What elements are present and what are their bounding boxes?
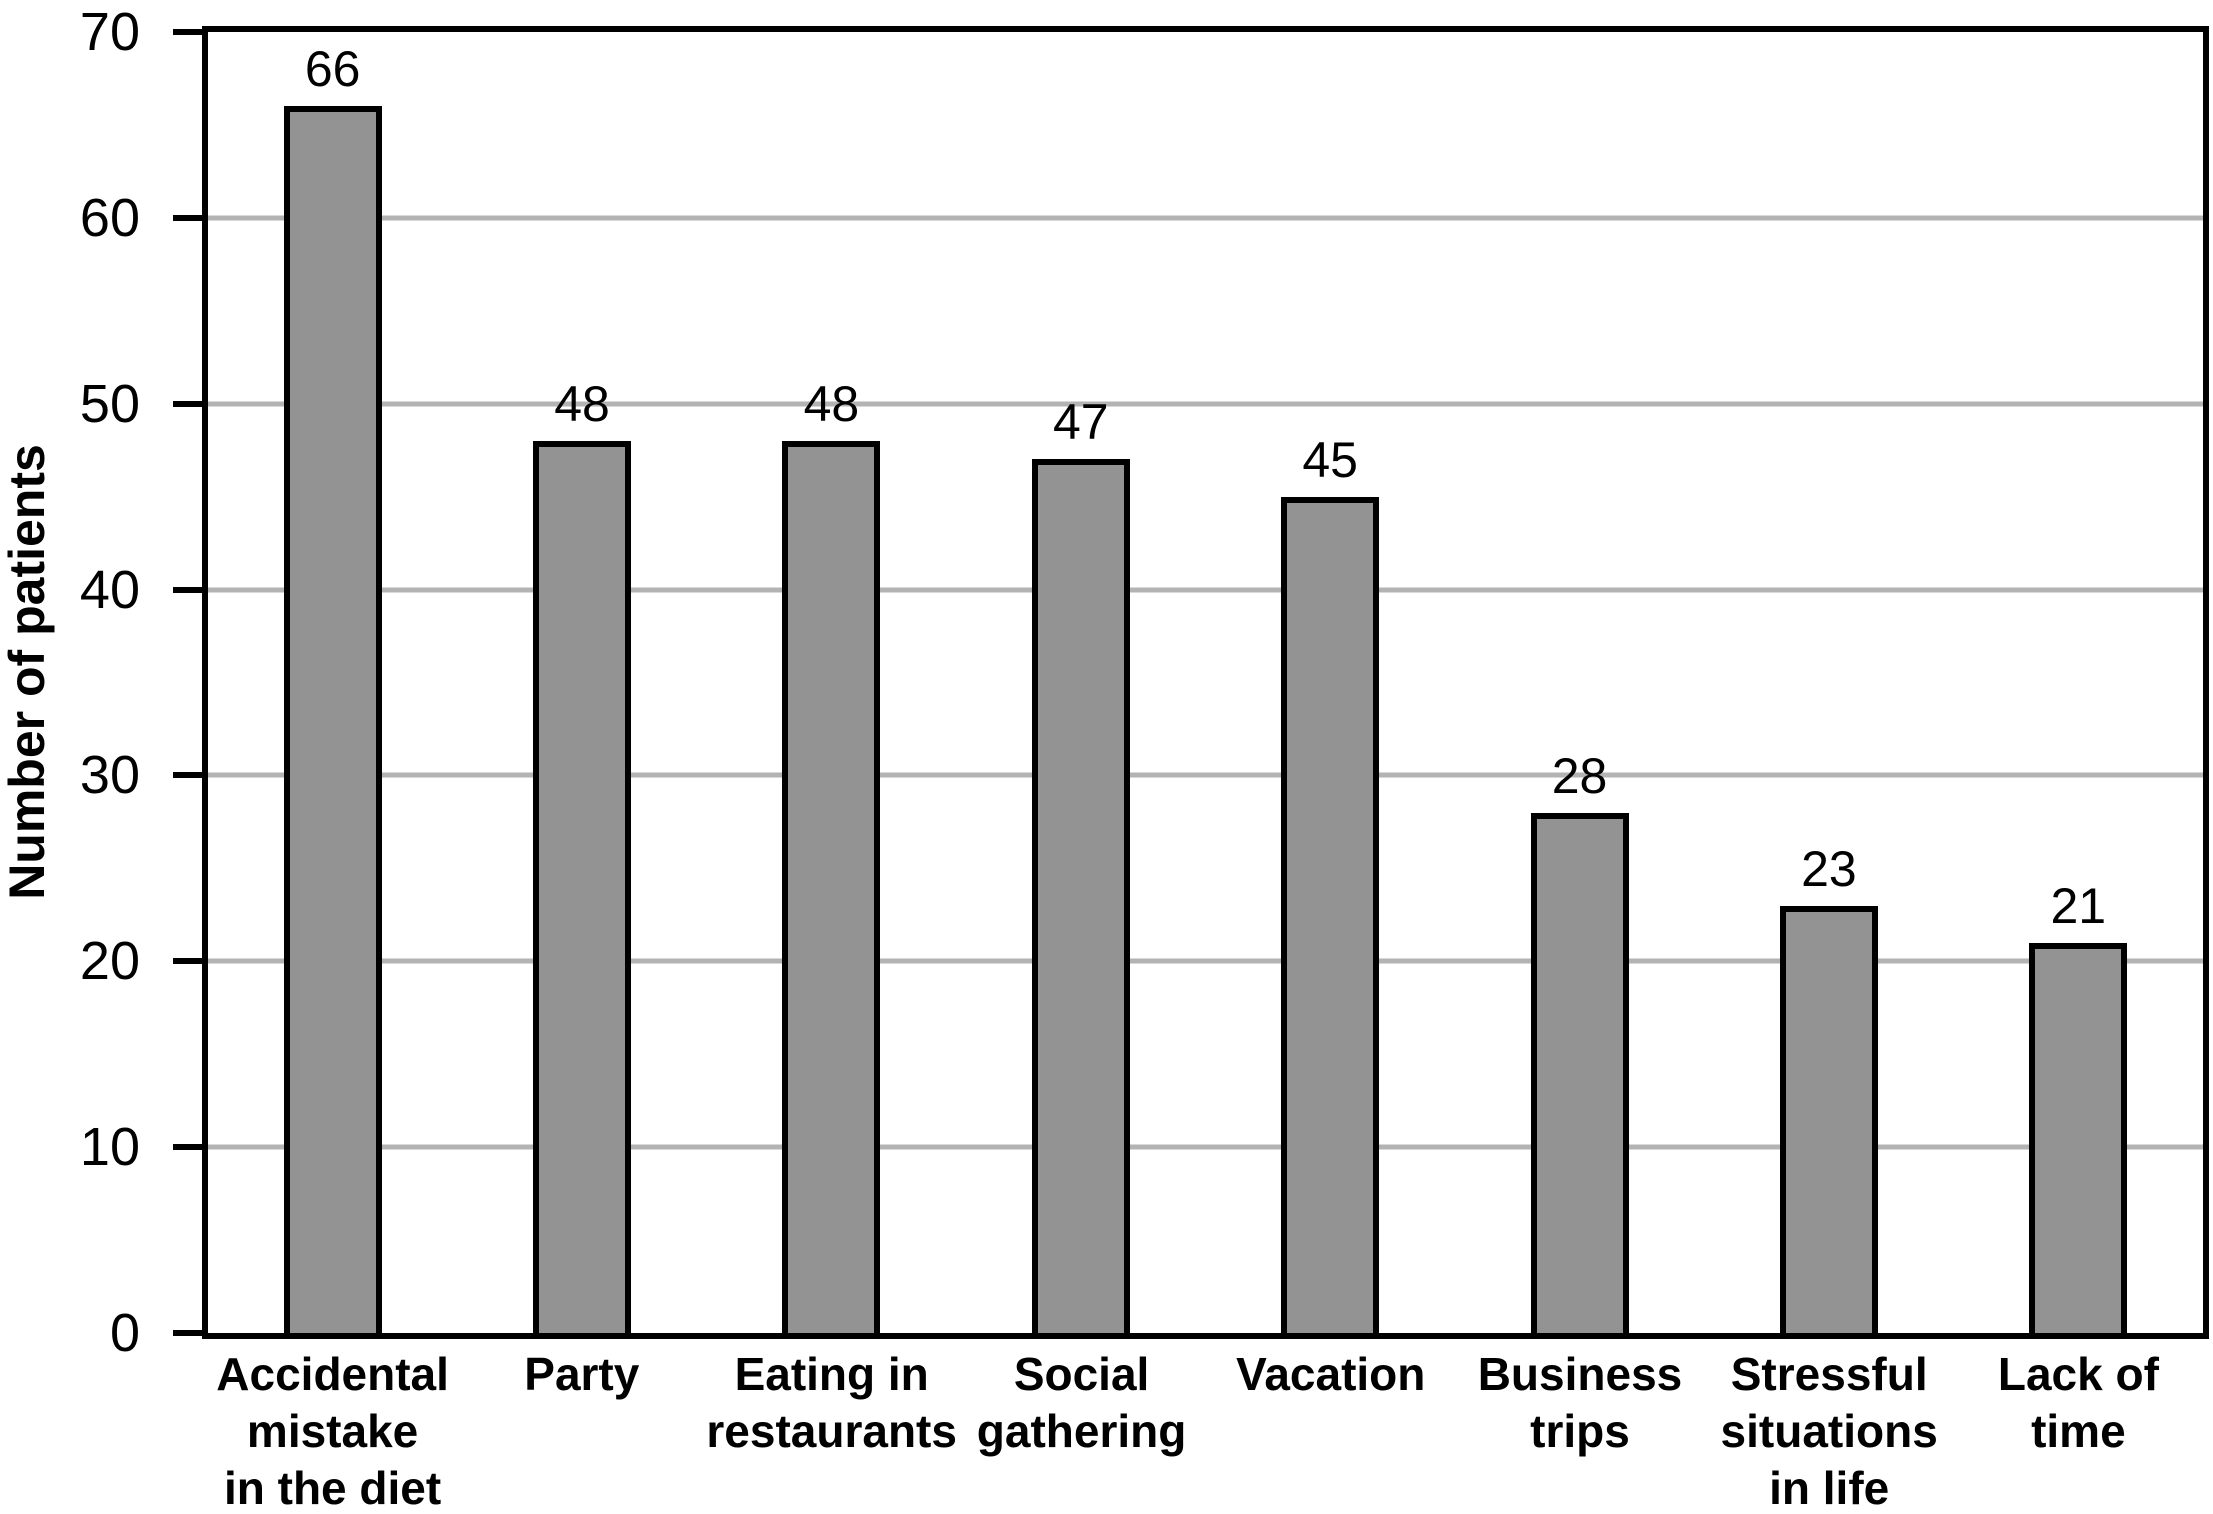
- bar-slot: 21: [1954, 32, 2203, 1333]
- y-tick-label: 30: [79, 745, 140, 806]
- bar-value-label: 21: [2050, 877, 2107, 934]
- bar: [1281, 496, 1380, 1333]
- y-tick: [173, 772, 202, 779]
- y-tick: [173, 958, 202, 965]
- bar-slot: 66: [208, 32, 457, 1333]
- gridline: [208, 587, 2203, 593]
- bar-slot: 48: [707, 32, 956, 1333]
- y-tick: [173, 400, 202, 407]
- x-tick-label: Vacation: [1236, 1348, 1426, 1400]
- y-tick: [173, 586, 202, 593]
- gridline: [208, 401, 2203, 407]
- y-tick-label: 70: [79, 2, 140, 62]
- y-tick: [173, 1144, 202, 1151]
- bar: [1779, 905, 1878, 1333]
- bar-value-label: 23: [1801, 840, 1857, 897]
- bar: [2029, 942, 2128, 1333]
- x-tick-label: Party: [524, 1348, 640, 1400]
- x-tick-label: Business trips: [1477, 1348, 1683, 1457]
- bar-slot: 47: [956, 32, 1205, 1333]
- bar-slot: 23: [1704, 32, 1953, 1333]
- y-tick-label: 40: [79, 559, 140, 620]
- y-axis-title: Number of patients: [0, 444, 55, 900]
- bar: [283, 106, 382, 1333]
- gridline: [208, 772, 2203, 778]
- bar-value-label: 66: [304, 41, 361, 98]
- x-tick-label: Social gathering: [976, 1348, 1187, 1457]
- plot-area: 66 48 48 47 45 28 23 21 0 10 20 30 40 50 60 70: [80, 5, 2209, 1360]
- x-tick-label: Accidental mistake in the diet: [216, 1348, 449, 1514]
- x-tick-label: Eating in restaurants: [706, 1348, 957, 1457]
- y-tick-label: 60: [79, 187, 140, 248]
- bar-value-label: 47: [1053, 394, 1109, 451]
- y-tick-label: 50: [79, 373, 140, 434]
- y-tick-label: 10: [79, 1117, 140, 1178]
- x-tick-label: Lack of time: [1997, 1348, 2159, 1457]
- bar: [533, 440, 632, 1333]
- bar: [1031, 459, 1130, 1333]
- bar-slot: 45: [1206, 32, 1455, 1333]
- y-tick: [173, 1330, 202, 1336]
- bar-value-label: 48: [803, 375, 860, 432]
- y-tick: [173, 214, 202, 221]
- bar-value-label: 45: [1302, 431, 1358, 488]
- y-tick-label: 0: [109, 1303, 140, 1363]
- bar-value-label: 28: [1551, 747, 1608, 804]
- bar-slot: 48: [457, 32, 706, 1333]
- gridline: [208, 958, 2203, 964]
- bars-row: 66 48 48 47 45 28 23 21: [208, 32, 2203, 1333]
- gridline: [208, 215, 2203, 221]
- y-tick: [173, 29, 202, 35]
- bar-slot: 28: [1455, 32, 1704, 1333]
- y-tick-label: 20: [79, 931, 140, 992]
- bar: [1530, 812, 1629, 1333]
- bar: [782, 440, 881, 1333]
- x-tick-label: Stressful situations in life: [1720, 1348, 1938, 1514]
- gridline: [208, 1144, 2203, 1150]
- x-axis-labels: Accidental mistake in the diet Party Eatin…: [208, 1346, 2203, 1514]
- bar-value-label: 48: [554, 375, 610, 432]
